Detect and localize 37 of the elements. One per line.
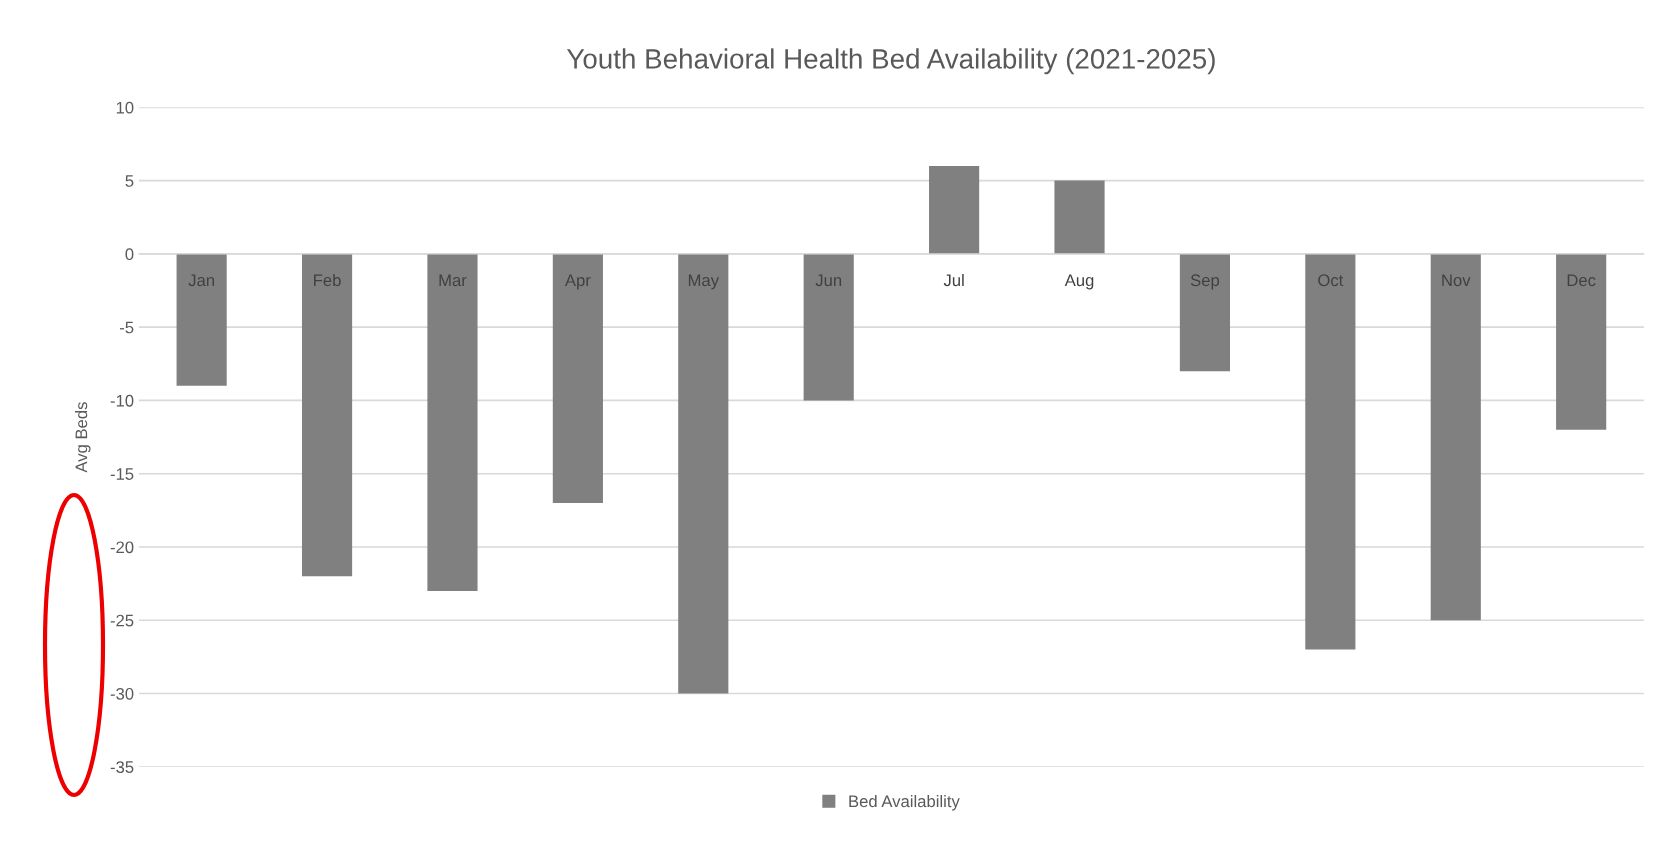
bar xyxy=(1305,253,1356,650)
y-tick-label: 5 xyxy=(125,175,134,187)
bar xyxy=(1430,253,1481,621)
y-tick-label: -5 xyxy=(120,321,134,334)
y-tick-label: 0 xyxy=(125,248,134,261)
x-tick-label: Jun xyxy=(815,274,842,287)
x-tick-label: Jul xyxy=(943,273,964,287)
bar xyxy=(929,165,980,254)
y-tick-label: -15 xyxy=(110,468,134,480)
bar xyxy=(1054,180,1105,254)
bar xyxy=(678,253,729,694)
y-tick-label: 10 xyxy=(116,101,134,114)
bar xyxy=(552,253,603,504)
y-axis-title: Avg Beds xyxy=(75,402,91,473)
x-tick-label: Apr xyxy=(564,274,591,290)
x-tick-label: Feb xyxy=(314,273,341,287)
bar xyxy=(1179,253,1231,372)
x-tick-label: Sep xyxy=(1190,274,1220,290)
y-tick-label: -10 xyxy=(110,394,134,407)
x-tick-label: Oct xyxy=(1318,274,1344,287)
legend-label: Bed Availability xyxy=(849,794,960,811)
bar xyxy=(1556,253,1607,430)
y-tick-label: -20 xyxy=(110,541,134,554)
chart-title: Youth Behavioral Health Bed Availability (2021-2025) xyxy=(566,48,1215,75)
y-tick-label: -35 xyxy=(110,761,134,773)
y-tick-label: -25 xyxy=(110,614,134,627)
x-tick-label: Mar xyxy=(439,274,467,287)
bar xyxy=(803,253,854,401)
x-tick-label: May xyxy=(688,274,719,290)
x-tick-label: Aug xyxy=(1064,274,1094,290)
x-tick-label: Jan xyxy=(188,274,214,287)
bar xyxy=(176,253,227,386)
x-tick-label: Nov xyxy=(1442,274,1471,287)
bar xyxy=(301,253,353,577)
y-tick-label: -30 xyxy=(110,687,134,700)
bar xyxy=(427,253,478,591)
x-tick-label: Dec xyxy=(1567,274,1596,287)
